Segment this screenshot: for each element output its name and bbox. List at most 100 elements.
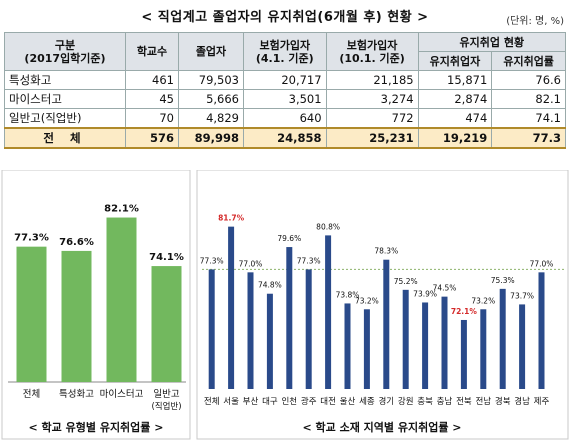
header-insured-oct-line2: (10.1. 기준) (339, 51, 405, 65)
row-grads: 4,829 (178, 108, 244, 129)
category-label: 경기 (378, 396, 394, 407)
row-grads: 5,666 (178, 89, 244, 109)
category-label: 마이스터고 (100, 389, 144, 400)
total-rate: 77.3 (491, 127, 566, 149)
category-label: (직업반) (151, 401, 181, 412)
data-label: 78.3% (374, 247, 398, 256)
category-label: 서울 (223, 397, 239, 407)
category-label: 광주 (301, 396, 317, 407)
data-label: 82.1% (104, 204, 139, 215)
total-type: 전 체 (4, 127, 126, 149)
category-label: 세종 (359, 397, 375, 407)
bar (151, 266, 182, 382)
category-label: 경남 (514, 396, 530, 407)
header-schools: 학교수 (125, 32, 179, 71)
region-chart: 77.3% 전체 81.7% 서울 77.0% 부산 74.8% 대구 79.6% 인천 77.3%… (196, 170, 569, 440)
unit-note: (단위: 명, %) (506, 16, 564, 27)
header-insured-apr: 보험가입자 (4.1. 기준) (243, 32, 327, 71)
bar (286, 247, 293, 389)
category-label: 전남 (475, 396, 491, 407)
data-label: 73.7% (510, 291, 534, 300)
row-insured-oct: 772 (325, 108, 419, 129)
data-label: 76.6% (59, 237, 94, 248)
row-schools: 461 (125, 70, 179, 90)
chart-frame (1, 170, 191, 440)
data-label: 73.8% (336, 290, 360, 299)
category-label: 대전 (320, 396, 336, 407)
bar (16, 246, 47, 382)
bar (228, 226, 235, 389)
category-label: 부산 (243, 396, 259, 407)
header-insured-apr-line2: (4.1. 기준) (255, 51, 314, 65)
chart-title: < 학교 소재 지역별 유지취업률 > (302, 420, 461, 434)
bar (344, 303, 351, 389)
header-status: 유지취업 현황 (417, 32, 567, 52)
bar (305, 269, 312, 389)
row-insured-apr: 20,717 (243, 70, 327, 90)
row-type: 일반고(직업반) (4, 108, 126, 129)
category-label: 특성화고 (59, 389, 94, 400)
header-type-line2: (2017입학기준) (24, 51, 106, 65)
row-type: 특성화고 (4, 70, 126, 90)
category-label: 전북 (456, 396, 472, 407)
data-label: 74.8% (258, 281, 282, 290)
row-rate: 74.1 (491, 108, 566, 129)
header-type: 구분 (2017입학기준) (4, 32, 126, 71)
row-insured-oct: 3,274 (325, 89, 419, 109)
employment-table: 구분 (2017입학기준) 학교수 졸업자 보험가입자 (4.1. 기준) 보험… (4, 32, 567, 149)
bar (208, 269, 215, 389)
row-schools: 45 (125, 89, 179, 109)
data-label: 74.5% (433, 284, 457, 293)
category-label: 울산 (340, 396, 356, 407)
header-employed: 유지취업자 (417, 51, 493, 71)
school-type-chart: 77.3% 전체 76.6% 특성화고 82.1% 마이스터고 74.1% 일반고(직업반) <… (1, 170, 191, 440)
category-label: 경북 (495, 396, 511, 407)
category-label: 일반고 (153, 389, 179, 400)
header-type-line1: 구분 (54, 38, 76, 52)
row-insured-oct: 21,185 (325, 70, 419, 90)
bar (363, 309, 370, 389)
data-label: 73.2% (355, 296, 379, 305)
row-employed: 474 (417, 108, 493, 129)
bar (61, 250, 92, 382)
row-type: 마이스터고 (4, 89, 126, 109)
data-label: 75.3% (491, 276, 515, 285)
bar (247, 272, 254, 389)
header-rate: 유지취업률 (491, 51, 566, 71)
bar (519, 304, 526, 389)
data-label: 73.9% (413, 289, 437, 298)
total-grads: 89,998 (178, 127, 244, 149)
bar (383, 259, 390, 389)
data-label: 81.7% (218, 214, 245, 223)
data-label: 72.1% (451, 307, 478, 316)
row-rate: 82.1 (491, 89, 566, 109)
header-insured-oct-line1: 보험가입자 (346, 38, 398, 52)
header-grads: 졸업자 (178, 32, 244, 71)
chart-title: < 학교 유형별 유지취업률 > (29, 420, 164, 434)
bar (422, 302, 429, 389)
data-label: 73.2% (471, 296, 495, 305)
row-rate: 76.6 (491, 70, 566, 90)
row-schools: 70 (125, 108, 179, 129)
data-label: 74.1% (149, 252, 184, 263)
total-schools: 576 (125, 127, 179, 149)
table-row: 마이스터고 45 5,666 3,501 3,274 2,874 82.1 (4, 89, 566, 109)
category-label: 대구 (262, 397, 278, 407)
chart-frame (196, 170, 569, 440)
total-insured-oct: 25,231 (325, 127, 419, 149)
bar (499, 288, 506, 389)
row-insured-apr: 640 (243, 108, 327, 129)
total-insured-apr: 24,858 (243, 127, 327, 149)
table-row: 특성화고 461 79,503 20,717 21,185 15,871 76.… (4, 70, 566, 90)
row-grads: 79,503 (178, 70, 244, 90)
data-label: 77.3% (14, 233, 49, 244)
category-label: 충북 (417, 397, 433, 407)
row-insured-apr: 3,501 (243, 89, 327, 109)
category-label: 전체 (23, 389, 40, 400)
data-label: 77.0% (530, 259, 554, 268)
data-label: 79.6% (277, 234, 301, 243)
data-label: 77.3% (297, 256, 321, 265)
category-label: 제주 (534, 397, 550, 407)
data-label: 80.8% (316, 222, 340, 231)
table-total-row: 전 체 576 89,998 24,858 25,231 19,219 77.3 (4, 127, 566, 149)
